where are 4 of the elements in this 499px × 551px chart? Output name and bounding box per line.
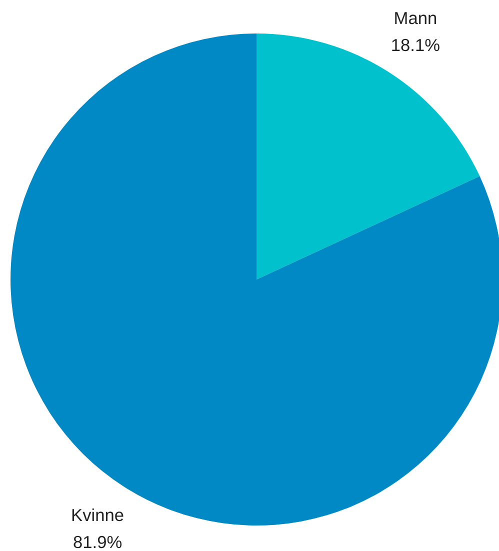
data-label: 18.1%: [390, 34, 440, 55]
data-label: 81.9%: [72, 532, 122, 551]
slice-label: Kvinne: [71, 505, 124, 526]
slice-label: Mann: [394, 8, 438, 28]
